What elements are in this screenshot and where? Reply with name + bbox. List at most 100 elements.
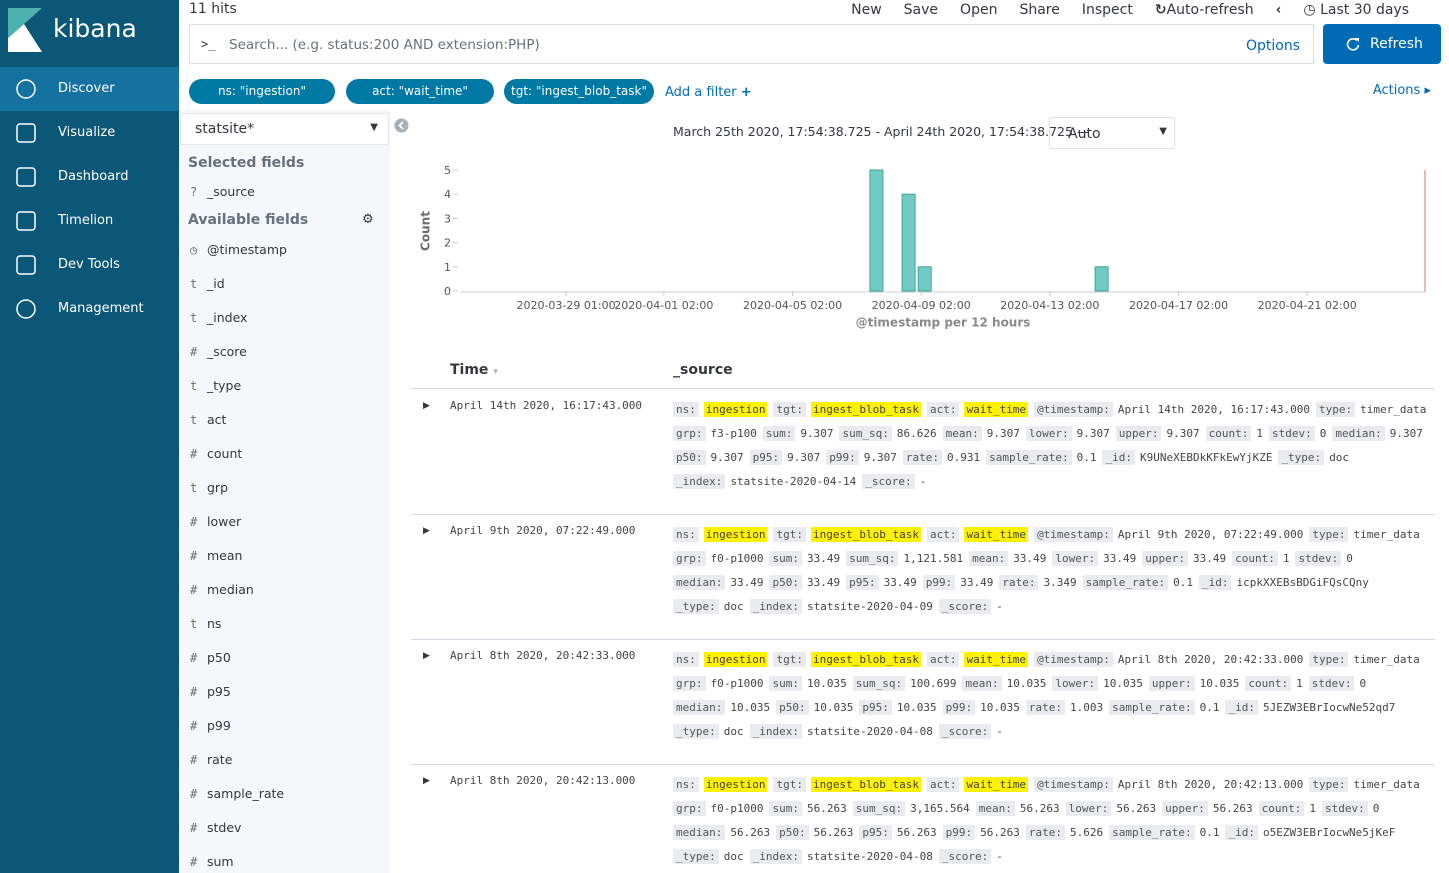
options-link[interactable]: Options — [1245, 38, 1300, 54]
field-key: stdev: — [1321, 801, 1368, 816]
field-item[interactable]: # rate — [190, 752, 232, 767]
field-value: wait_time — [959, 652, 1029, 667]
field-value-text: 33.49 — [960, 576, 994, 589]
field-item[interactable]: # count — [190, 446, 242, 461]
menu-item[interactable]: Save — [904, 0, 938, 20]
column-header[interactable]: Time ▾ — [450, 362, 498, 378]
time-back[interactable]: ‹ — [1275, 2, 1282, 18]
field-value: 9.307 — [1072, 427, 1110, 440]
field-value-text: ingestion — [703, 402, 768, 417]
field-pair: count: 1 — [1245, 675, 1303, 693]
collapse-sidebar[interactable] — [394, 118, 409, 133]
field-pair: upper: 10.035 — [1148, 675, 1239, 693]
field-pair: median: 10.035 — [673, 699, 770, 717]
filter-pill[interactable]: act: "wait_time" — [346, 79, 494, 104]
field-key: sum: — [769, 551, 802, 566]
field-item[interactable]: # median — [190, 582, 254, 597]
expand-toggle[interactable]: ▶ — [423, 651, 430, 661]
field-value: statsite-2020-04-08 — [802, 850, 933, 863]
field-item[interactable]: # _score — [190, 344, 247, 359]
field-pair: _id: 5JEZW3EBrIocwNe52qd7 — [1225, 699, 1395, 717]
nav-item[interactable]: Management — [0, 287, 179, 331]
field-name: p99 — [207, 718, 231, 733]
field-value: 33.49 — [879, 576, 917, 589]
field-item[interactable]: # sum — [190, 854, 234, 869]
menu-item[interactable]: ↻Auto-refresh — [1155, 0, 1254, 20]
doc-time: April 8th 2020, 20:42:33.000 — [450, 649, 636, 662]
nav-item[interactable]: Discover — [0, 67, 179, 111]
menu-item[interactable]: Share — [1019, 0, 1059, 20]
time-picker[interactable]: ◷ Last 30 days — [1303, 0, 1409, 20]
field-value-text: April 8th 2020, 20:42:33.000 — [1117, 653, 1304, 666]
field-value-text: - — [996, 850, 1003, 863]
nav-item[interactable]: Dashboard — [0, 155, 179, 199]
field-item[interactable]: # p50 — [190, 650, 231, 665]
nav-item[interactable]: Dev Tools — [0, 243, 179, 287]
field-value: 9.307 — [706, 451, 744, 464]
filter-pill[interactable]: tgt: "ingest_blob_task" — [504, 79, 654, 104]
field-item[interactable]: # stdev — [190, 820, 241, 835]
field-value: ingest_blob_task — [806, 402, 921, 417]
field-name: stdev — [207, 820, 242, 835]
field-item[interactable]: ◷ @timestamp — [190, 242, 287, 257]
field-value-text: 0 — [1319, 427, 1327, 440]
field-value-text: 5JEZW3EBrIocwNe52qd7 — [1262, 701, 1396, 714]
field-item[interactable]: t _index — [190, 310, 247, 325]
menu-item[interactable]: Inspect — [1082, 0, 1133, 20]
field-value-text: 86.626 — [896, 427, 937, 440]
field-settings-icon[interactable]: ⚙ — [362, 212, 374, 227]
refresh-button[interactable]: Refresh — [1323, 24, 1441, 64]
field-item[interactable]: t grp — [190, 480, 228, 495]
field-type: t — [190, 277, 198, 291]
interval-select[interactable]: Auto ▼ — [1049, 117, 1175, 149]
y-tick-label: 1 — [444, 261, 451, 274]
field-item[interactable]: t ns — [190, 616, 221, 631]
field-pair: type: timer_data — [1309, 526, 1420, 544]
field-type: # — [190, 651, 198, 665]
field-item[interactable]: ? _source — [190, 184, 255, 199]
field-item[interactable]: t _type — [190, 378, 241, 393]
expand-toggle[interactable]: ▶ — [423, 776, 430, 786]
menu-item[interactable]: Open — [960, 0, 997, 20]
field-pair: _index: statsite-2020-04-08 — [749, 848, 933, 866]
menu-label: Inspect — [1081, 2, 1133, 18]
field-item[interactable]: # lower — [190, 514, 241, 529]
nav-icon — [16, 299, 36, 319]
field-key: act: — [926, 527, 960, 542]
expand-toggle[interactable]: ▶ — [423, 526, 430, 536]
filter-pill[interactable]: ns: "ingestion" — [189, 79, 335, 104]
field-item[interactable]: # mean — [190, 548, 242, 563]
actions-link[interactable]: Actions ▸ — [1372, 83, 1431, 98]
field-item[interactable]: t _id — [190, 276, 225, 291]
menu-item[interactable]: New — [851, 0, 882, 20]
field-value: - — [991, 850, 1003, 863]
field-value: doc — [719, 600, 744, 613]
field-pair: type: timer_data — [1309, 651, 1420, 669]
nav-item[interactable]: Timelion — [0, 199, 179, 243]
nav-item[interactable]: Visualize — [0, 111, 179, 155]
add-filter[interactable]: Add a filter + — [665, 85, 752, 100]
field-value: 0.1 — [1168, 576, 1193, 589]
field-item[interactable]: # p99 — [190, 718, 231, 733]
expand-toggle[interactable]: ▶ — [423, 401, 430, 411]
index-pattern-select[interactable]: statsite* ▼ — [180, 113, 389, 145]
field-pair: act: wait_time — [926, 526, 1029, 544]
field-pair: tgt: ingest_blob_task — [773, 401, 921, 419]
field-value-text: wait_time — [964, 402, 1029, 417]
field-value: doc — [719, 725, 744, 738]
nav-icon — [16, 123, 36, 143]
field-value-text: - — [996, 600, 1003, 613]
field-key: type: — [1309, 777, 1349, 792]
field-value: 33.49 — [955, 576, 993, 589]
field-value-text: 5.626 — [1069, 826, 1104, 839]
search-bar[interactable]: >_ Search... (e.g. status:200 AND extens… — [189, 24, 1314, 64]
field-key: act: — [926, 777, 960, 792]
field-value: timer_data — [1348, 778, 1419, 791]
field-item[interactable]: # p95 — [190, 684, 231, 699]
field-item[interactable]: t act — [190, 412, 226, 427]
bar — [1094, 266, 1109, 292]
field-item[interactable]: # sample_rate — [190, 786, 284, 801]
selected-fields-title: Selected fields — [188, 155, 305, 171]
nav-label: Discover — [58, 81, 115, 96]
field-value: wait_time — [959, 777, 1029, 792]
